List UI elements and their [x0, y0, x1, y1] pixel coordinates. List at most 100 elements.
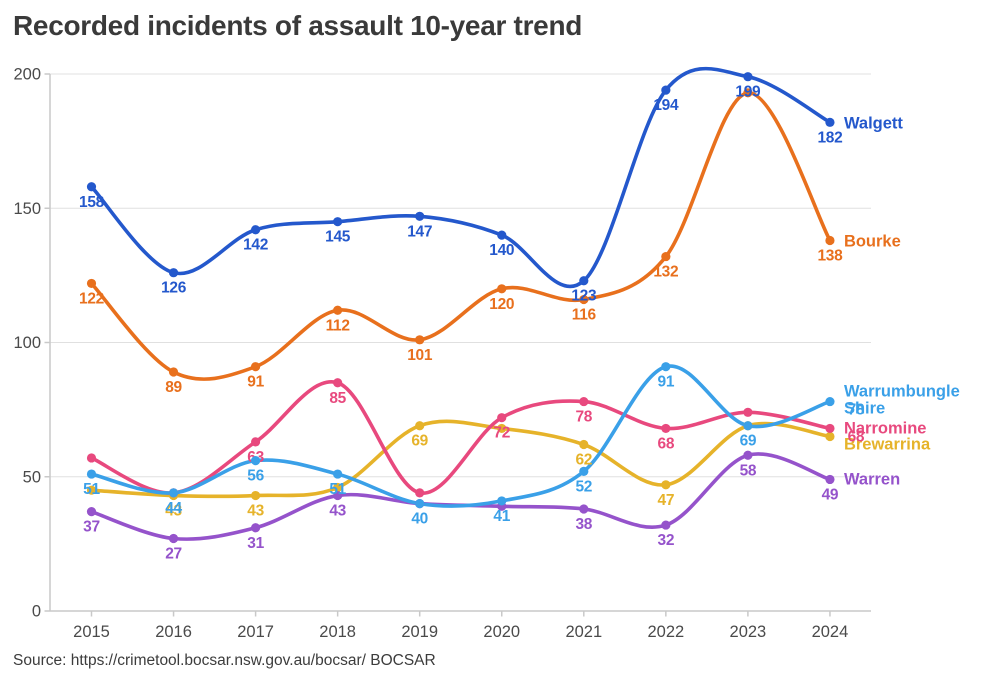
- value-label: 126: [161, 280, 187, 297]
- data-point-narromine: [333, 378, 343, 388]
- data-point-warrumbungle-shire: [86, 469, 97, 479]
- value-label: 51: [329, 481, 346, 498]
- data-point-warren: [168, 533, 179, 544]
- value-label: 116: [572, 307, 597, 324]
- y-axis-label: 200: [13, 66, 41, 84]
- value-label: 44: [165, 500, 182, 517]
- value-label: 91: [247, 374, 264, 391]
- x-axis-label: 2020: [483, 623, 520, 641]
- data-point-bourke: [415, 335, 425, 345]
- data-point-bourke: [86, 278, 97, 289]
- data-point-walgett: [497, 230, 507, 240]
- data-point-walgett: [825, 117, 835, 127]
- value-label: 120: [489, 296, 514, 313]
- series-name-warrumbungle-shire: Shire: [844, 400, 885, 418]
- series-name-walgett: Walgett: [844, 114, 903, 132]
- line-narromine: [89, 380, 832, 495]
- value-label: 27: [165, 546, 182, 563]
- value-label: 85: [329, 390, 346, 407]
- line-warrumbungle-shire: [89, 364, 832, 508]
- data-point-walgett: [415, 211, 425, 221]
- value-label: 182: [817, 129, 842, 146]
- data-point-walgett: [168, 268, 179, 278]
- data-point-narromine: [86, 453, 97, 463]
- value-label: 68: [848, 428, 865, 445]
- data-point-warren: [825, 474, 835, 485]
- data-point-narromine: [579, 396, 589, 407]
- value-label: 31: [247, 535, 264, 552]
- data-point-warren: [661, 520, 671, 530]
- x-axis-label: 2023: [730, 623, 767, 641]
- x-axis-label: 2024: [812, 623, 849, 641]
- value-label: 78: [848, 402, 865, 419]
- data-point-narromine: [415, 488, 425, 498]
- data-point-walgett: [333, 217, 343, 227]
- value-label: 58: [740, 462, 757, 479]
- data-point-warrumbungle-shire: [579, 466, 589, 476]
- data-point-narromine: [661, 423, 671, 434]
- source-caption: Source: https://crimetool.bocsar.nsw.gov…: [13, 652, 436, 669]
- value-label: 62: [575, 452, 592, 469]
- value-label: 140: [489, 242, 514, 259]
- value-label: 56: [247, 468, 264, 485]
- value-label: 41: [493, 508, 510, 525]
- value-label: 123: [571, 288, 597, 305]
- data-point-warren: [333, 490, 343, 501]
- data-point-walgett: [579, 276, 589, 286]
- value-label: 38: [575, 516, 592, 533]
- data-point-bourke: [168, 367, 179, 377]
- data-point-bourke: [743, 88, 753, 98]
- data-point-walgett: [251, 225, 261, 235]
- value-label: 32: [658, 532, 675, 549]
- gridlines: 0 50 100 150 200: [13, 66, 871, 621]
- value-label: 49: [822, 486, 839, 503]
- data-point-warrumbungle-shire: [661, 362, 671, 372]
- value-label: 68: [658, 435, 675, 452]
- x-axis-label: 2018: [319, 623, 356, 641]
- data-point-walgett: [86, 182, 97, 192]
- data-point-bourke: [333, 305, 343, 315]
- series-name-bourke: Bourke: [844, 232, 901, 250]
- data-point-warrumbungle-shire: [825, 396, 835, 407]
- data-point-warren: [579, 504, 589, 514]
- chart-title: Recorded incidents of assault 10-year tr…: [13, 10, 583, 41]
- x-axis-label: 2016: [155, 623, 192, 641]
- data-point-brewarrina: [86, 485, 97, 495]
- data-point-bourke: [497, 284, 507, 294]
- series-warren: 37 27 31 43 38 32 58 49 Warren: [83, 450, 900, 563]
- value-label: 199: [735, 84, 761, 101]
- data-point-warrumbungle-shire: [333, 469, 343, 479]
- y-axis-label: 150: [13, 200, 41, 218]
- value-label: 72: [493, 425, 510, 442]
- data-point-warren: [251, 523, 261, 533]
- data-point-bourke: [579, 294, 589, 305]
- data-point-warrumbungle-shire: [497, 496, 507, 506]
- line-brewarrina: [89, 419, 832, 499]
- series-narromine: 638572786868Narromine: [86, 378, 927, 498]
- data-point-bourke: [251, 362, 261, 372]
- value-label: 43: [165, 503, 182, 520]
- value-label: 52: [575, 478, 592, 495]
- value-label: 43: [247, 503, 264, 520]
- value-label: 158: [79, 194, 105, 211]
- series-name-narromine: Narromine: [844, 419, 927, 437]
- data-point-warren: [743, 450, 753, 460]
- y-axis-label: 100: [13, 334, 41, 352]
- value-label: 138: [817, 247, 843, 264]
- value-label: 78: [575, 409, 592, 426]
- value-label: 47: [658, 492, 675, 509]
- line-walgett: [89, 66, 832, 289]
- data-point-warrumbungle-shire: [743, 421, 753, 431]
- value-label: 43: [329, 503, 346, 520]
- x-axis-label: 2017: [237, 623, 274, 641]
- value-label: 194: [653, 97, 679, 114]
- value-label: 101: [407, 347, 433, 364]
- x-axis-label: 2022: [647, 623, 684, 641]
- data-point-brewarrina: [579, 439, 589, 450]
- data-point-brewarrina: [415, 421, 425, 431]
